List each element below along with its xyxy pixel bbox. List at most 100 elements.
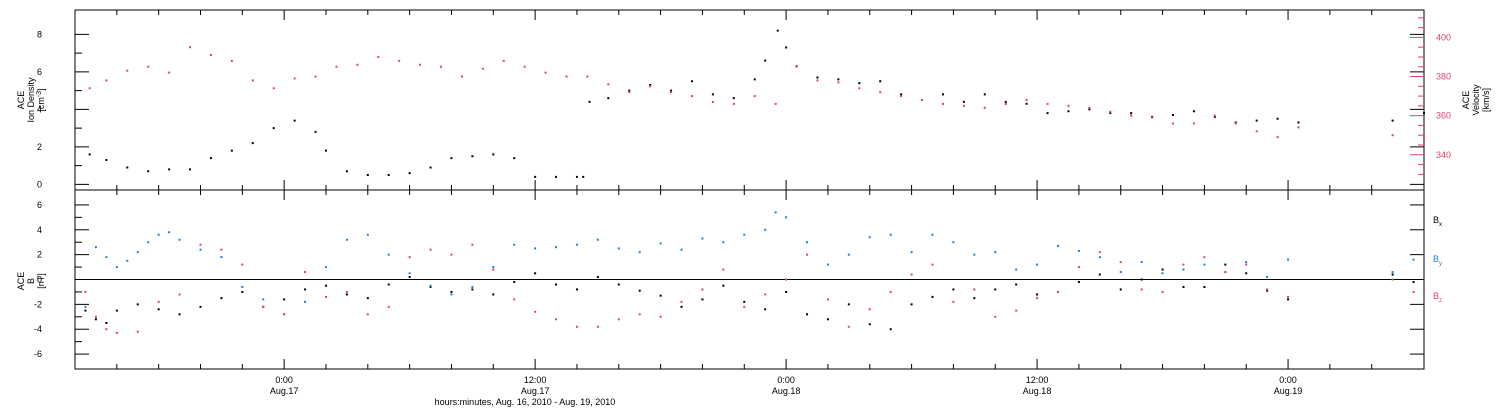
top-series-1-point	[377, 55, 380, 58]
b-series-2-point	[701, 288, 704, 291]
b-series-2-point	[304, 271, 307, 274]
top-series-0-point	[816, 76, 819, 79]
top-series-1-point	[962, 104, 965, 107]
b-series-0-point	[136, 303, 139, 306]
top-series-1-point	[565, 75, 568, 78]
top-series-0-point	[582, 175, 585, 178]
top-series-1-point	[251, 79, 254, 82]
top-series-0-point	[513, 157, 516, 160]
bottom-left-axis: -6 -4 -2 0 2 4 6	[34, 200, 1424, 359]
b-series-2-point	[826, 298, 829, 301]
top-series-0-point	[764, 59, 767, 62]
b-series-0-point	[1161, 268, 1164, 271]
b-series-1-point	[575, 243, 578, 246]
magnetic-field-axis-label: ACE B [nT]	[16, 272, 46, 291]
top-series-1-point	[1391, 134, 1394, 137]
b-series-1-point	[84, 305, 87, 308]
b-series-2-point	[722, 268, 725, 271]
x-tick-time-label: 0:00	[275, 375, 293, 385]
b-series-0-point	[910, 303, 913, 306]
b-series-0-point	[575, 288, 578, 291]
b-series-1-point	[94, 246, 97, 249]
b-series-0-point	[345, 293, 348, 296]
b-series-2-point	[952, 300, 955, 303]
top-right-axis: 340 360 380 400	[1410, 17, 1451, 175]
top-series-1-point	[105, 79, 108, 82]
top-series-0-point	[230, 149, 233, 152]
top-series-1-point	[879, 91, 882, 94]
velocity-tick-label: 400	[1436, 32, 1451, 42]
top-series-0-point	[1109, 112, 1112, 115]
top-series-1-point	[774, 102, 777, 105]
x-tick-date-label: Aug.18	[1023, 386, 1052, 396]
b-series-1-point	[1245, 261, 1248, 264]
top-series-0-point	[88, 153, 91, 156]
b-series-1-point	[743, 233, 746, 236]
b-series-0-point	[1182, 285, 1185, 288]
b-series-2-point	[889, 290, 892, 293]
top-series-1-point	[189, 46, 192, 49]
b-series-2-point	[105, 328, 108, 331]
top-series-0-point	[1276, 117, 1279, 120]
b-series-1-point	[408, 272, 411, 275]
b-label-unit: [nT]	[36, 273, 46, 289]
top-series-0-point	[366, 174, 369, 176]
b-series-1-point	[199, 248, 202, 251]
b-series-2-point	[408, 256, 411, 259]
top-series-1-point	[523, 65, 526, 68]
b-series-1-point	[345, 238, 348, 241]
b-series-2-point	[450, 253, 453, 256]
b-series-2-point	[1119, 261, 1122, 264]
b-series-2-point	[868, 308, 871, 311]
b-series-1-point	[596, 238, 599, 241]
b-series-2-point	[471, 243, 474, 246]
b-series-1-point	[785, 216, 788, 219]
top-series-1-point	[1172, 122, 1175, 125]
top-series-0-point	[588, 100, 591, 103]
b-series-0-point	[94, 318, 97, 321]
top-series-1-point	[670, 91, 673, 94]
top-series-1-point	[753, 95, 756, 98]
b-series-2-point	[220, 248, 223, 251]
b-series-2-point	[1245, 263, 1248, 266]
top-series-1-point	[293, 77, 296, 80]
b-series-2-point	[262, 305, 265, 308]
b-label-line2: B	[26, 278, 36, 284]
top-series-0-point	[209, 157, 212, 160]
b-series-2-point	[283, 313, 286, 316]
x-tick-time-label: 0:00	[1279, 375, 1297, 385]
b-series-0-point	[994, 288, 997, 291]
ion-density-tick-label: 2	[37, 142, 42, 152]
b-series-0-point	[659, 294, 662, 297]
b-series-0-point	[617, 283, 620, 286]
b-series-0-point	[105, 322, 108, 325]
top-series-1-point	[837, 81, 840, 84]
b-series-2-point	[178, 293, 181, 296]
x-tick-date-label: Aug.18	[772, 386, 801, 396]
top-series-0-point	[575, 175, 578, 178]
top-series-0-point	[1391, 119, 1394, 122]
b-series-1-point	[1203, 263, 1206, 266]
top-series-1-point	[230, 59, 233, 62]
b-series-1-point	[1391, 271, 1394, 274]
b-series-1-point	[555, 246, 558, 249]
b-series-0-point	[785, 290, 788, 293]
top-series-1-point	[1046, 102, 1049, 105]
b-series-1-point	[1098, 256, 1101, 259]
b-series-2-point	[1287, 295, 1290, 298]
b-series-0-point	[492, 293, 495, 296]
b-series-0-point	[722, 284, 725, 287]
top-series-0-point	[534, 175, 537, 178]
top-series-1-point	[272, 87, 275, 90]
b-series-1-point	[262, 298, 265, 301]
b-series-1-point	[868, 236, 871, 239]
b-series-1-point	[157, 233, 160, 236]
b-series-0-point	[513, 280, 516, 283]
b-series-2-point	[513, 298, 516, 301]
top-series-0-point	[732, 97, 735, 100]
top-series-1-point	[1130, 114, 1133, 117]
b-series-1-point	[1140, 261, 1143, 264]
top-series-0-point	[776, 29, 779, 32]
